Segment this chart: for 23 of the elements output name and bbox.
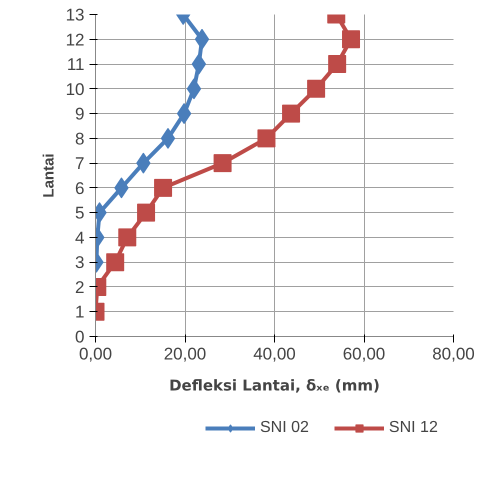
y-tick-label: 10	[66, 80, 85, 99]
y-tick-label: 13	[66, 6, 85, 24]
x-tick-label: 0,00	[78, 344, 112, 364]
y-tick-label: 1	[75, 302, 85, 322]
legend-label: SNI 12	[388, 419, 438, 437]
y-tick-label: 4	[75, 228, 85, 248]
legend-label: SNI 02	[260, 419, 309, 437]
x-tick-label: 80,00	[432, 344, 475, 364]
x-axis-title: Defleksi Lantai, δₓₑ (mm)	[169, 376, 380, 394]
y-tick-label: 11	[66, 55, 85, 74]
y-tick-label: 0	[75, 328, 85, 346]
y-tick-label: 6	[75, 178, 85, 198]
y-axis-title: Lantai	[40, 153, 58, 198]
y-tick-label: 9	[75, 104, 85, 124]
y-tick-label: 5	[75, 204, 85, 223]
x-tick-label: 20,00	[164, 344, 206, 364]
y-tick-label: 3	[75, 253, 85, 272]
y-tick-label: 8	[75, 129, 85, 148]
y-tick-label: 12	[66, 30, 85, 50]
y-tick-label: 2	[75, 278, 85, 297]
y-tick-label: 7	[75, 154, 85, 174]
x-tick-label: 60,00	[342, 344, 386, 364]
x-tick-label: 40,00	[253, 344, 296, 364]
